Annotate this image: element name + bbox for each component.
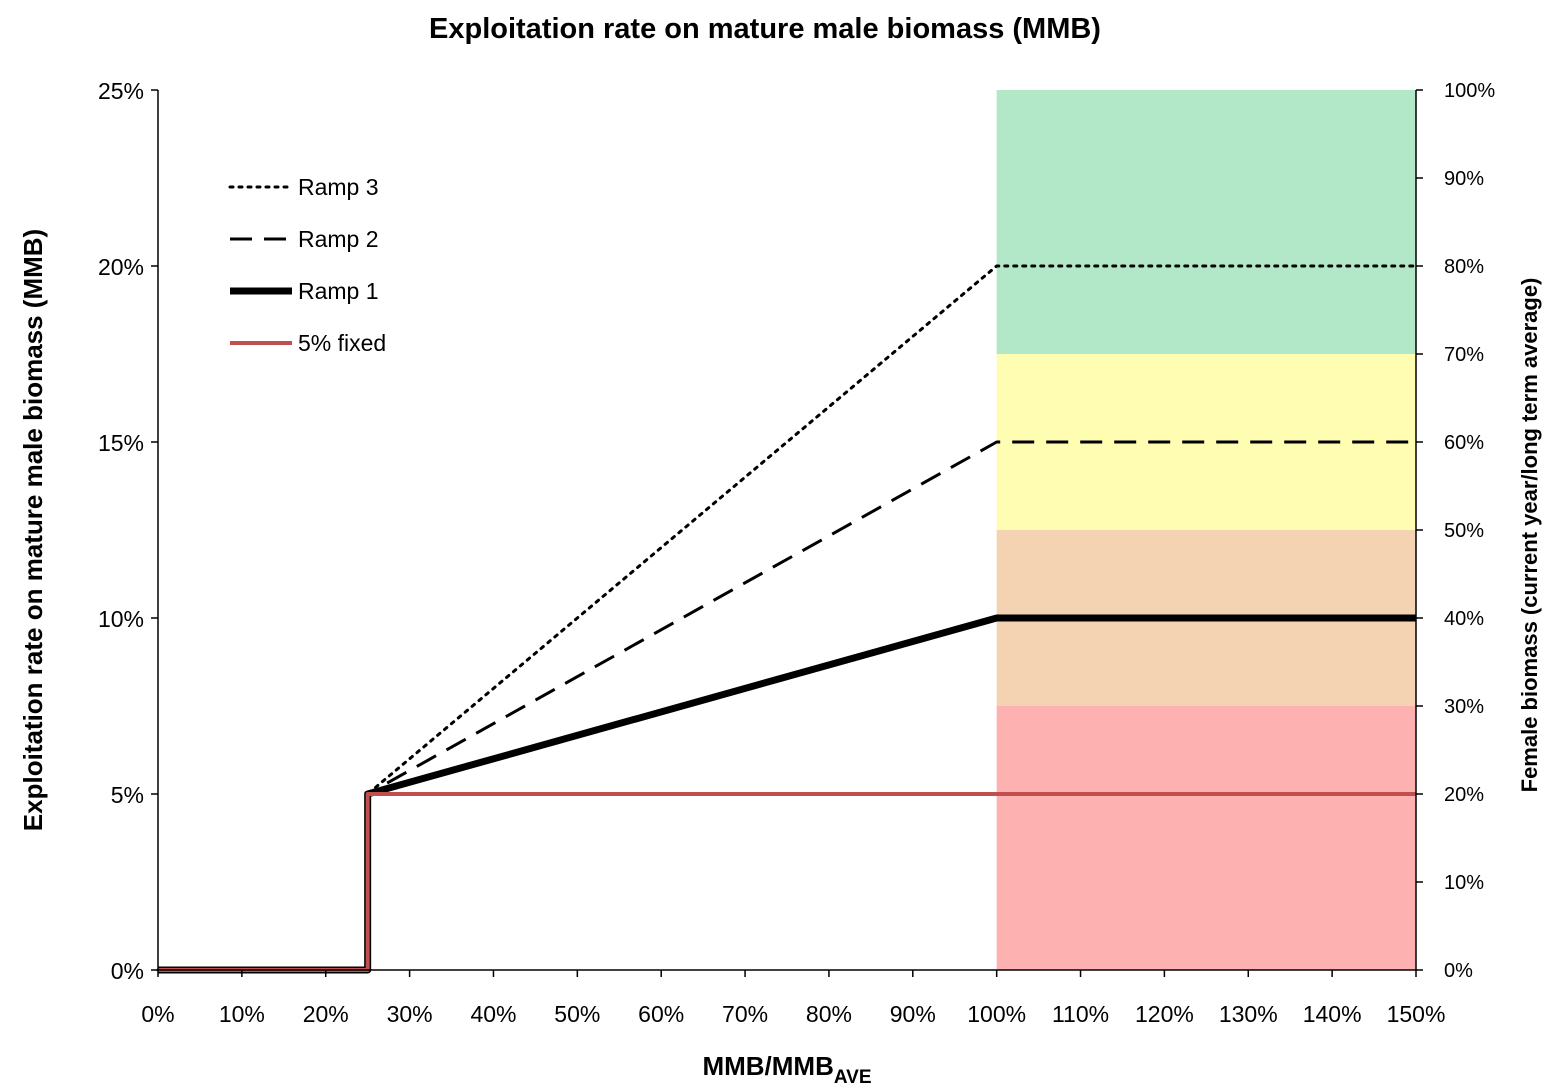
- legend: Ramp 3 Ramp 2 Ramp 1 5% fixed: [228, 174, 386, 356]
- x-tick-label: 90%: [890, 1001, 936, 1027]
- y2-tick-label: 60%: [1444, 432, 1484, 454]
- biomass-bands: [996, 90, 1416, 970]
- y-tick-labels: 0% 5% 10% 15% 20% 25%: [98, 78, 144, 984]
- y-tick-label: 20%: [98, 254, 144, 280]
- y-tick-label: 15%: [98, 430, 144, 456]
- x-tick-labels: 0% 10% 20% 30% 40% 50% 60% 70% 80% 90% 100% 110% 120…: [141, 1001, 1445, 1027]
- x-tick-label: 100%: [967, 1001, 1026, 1027]
- y-tick-label: 0%: [111, 958, 144, 984]
- y2-tick-label: 10%: [1444, 872, 1484, 894]
- y2-tick-label: 20%: [1444, 784, 1484, 806]
- chart-title: Exploitation rate on mature male biomass…: [429, 13, 1101, 45]
- y-tick-label: 10%: [98, 606, 144, 632]
- x-tick-label: 110%: [1052, 1001, 1109, 1027]
- x-tick-label: 30%: [387, 1001, 433, 1027]
- legend-label-1: Ramp 2: [298, 226, 379, 252]
- y2-axis-title: Female biomass (current year/long term a…: [1517, 278, 1542, 793]
- legend-label-2: Ramp 1: [298, 278, 379, 304]
- x-tick-label: 150%: [1387, 1001, 1446, 1027]
- x-tick-label: 140%: [1303, 1001, 1362, 1027]
- band-3: [996, 90, 1416, 354]
- y2-tick-label: 90%: [1444, 168, 1484, 190]
- y2-tick-label: 50%: [1444, 520, 1484, 542]
- y2-tick-labels: 0% 10% 20% 30% 40% 50% 60% 70% 80% 90% 100%: [1444, 80, 1495, 982]
- x-tick-label: 70%: [722, 1001, 768, 1027]
- x-tick-label: 80%: [806, 1001, 852, 1027]
- y2-tick-label: 70%: [1444, 344, 1484, 366]
- y2-tick-label: 40%: [1444, 608, 1484, 630]
- x-tick-label: 0%: [141, 1001, 174, 1027]
- x-tick-label: 120%: [1135, 1001, 1194, 1027]
- x-tick-label: 60%: [638, 1001, 684, 1027]
- x-tick-label: 40%: [470, 1001, 516, 1027]
- x-tick-label: 10%: [219, 1001, 265, 1027]
- y-axis-title: Exploitation rate on mature male biomass…: [18, 229, 48, 831]
- legend-label-0: Ramp 3: [298, 174, 379, 200]
- y2-tick-label: 80%: [1444, 256, 1484, 278]
- x-tick-label: 130%: [1219, 1001, 1278, 1027]
- band-0: [996, 706, 1416, 970]
- x-axis-title: MMB/MMBAVE: [702, 1051, 871, 1088]
- axes: [151, 89, 1423, 977]
- y2-tick-label: 0%: [1444, 960, 1473, 982]
- y-tick-label: 25%: [98, 78, 144, 104]
- legend-label-3: 5% fixed: [298, 330, 386, 356]
- x-axis-title-main: MMB/MMB: [702, 1051, 833, 1081]
- y2-tick-label: 30%: [1444, 696, 1484, 718]
- x-tick-label: 20%: [303, 1001, 349, 1027]
- x-tick-label: 50%: [554, 1001, 600, 1027]
- y2-tick-label: 100%: [1444, 80, 1495, 102]
- y-tick-label: 5%: [111, 782, 144, 808]
- x-axis-title-subscript: AVE: [834, 1067, 872, 1088]
